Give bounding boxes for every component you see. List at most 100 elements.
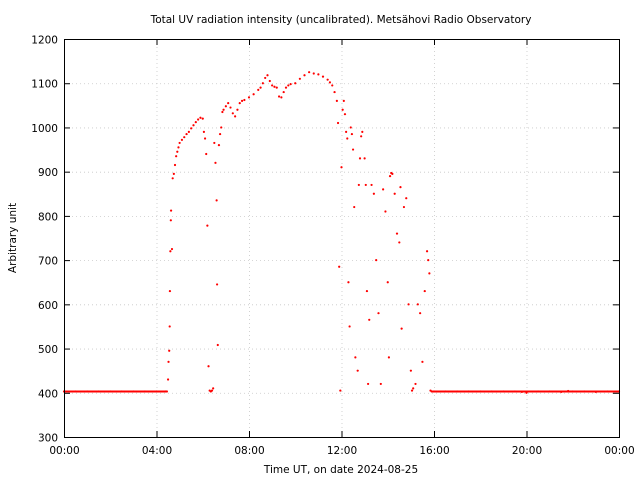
data-point <box>391 172 394 175</box>
data-point <box>166 378 170 381</box>
x-tick-label: 12:00 <box>327 445 357 457</box>
data-point <box>343 113 347 116</box>
data-point <box>221 110 224 114</box>
data-point <box>222 108 225 111</box>
data-point <box>277 95 281 98</box>
data-point <box>185 132 188 136</box>
data-point <box>199 116 202 119</box>
y-tick-label: 500 <box>38 344 58 356</box>
data-point <box>187 130 190 133</box>
data-point <box>342 99 345 103</box>
data-point <box>294 82 297 85</box>
data-point <box>339 389 342 392</box>
data-point <box>341 108 344 111</box>
data-point <box>169 209 173 212</box>
data-point <box>212 387 215 390</box>
data-point <box>247 96 251 99</box>
data-point <box>259 86 262 89</box>
data-point <box>428 272 431 275</box>
data-point <box>340 166 343 169</box>
data-point <box>333 90 336 94</box>
data-point <box>210 389 214 392</box>
data-point <box>264 76 267 80</box>
x-tick-label: 04:00 <box>142 445 172 457</box>
data-point <box>217 144 221 147</box>
data-point <box>215 283 219 286</box>
data-point <box>312 72 315 75</box>
data-point <box>321 75 325 78</box>
data-point <box>308 71 311 74</box>
data-point <box>412 387 415 390</box>
data-point <box>427 259 430 262</box>
data-point <box>395 232 399 235</box>
data-point <box>257 88 260 91</box>
data-point <box>207 365 210 368</box>
data-point <box>387 356 391 359</box>
data-point <box>168 289 172 293</box>
x-axis-label: Time UT, on date 2024-08-25 <box>263 464 418 476</box>
data-point <box>197 118 200 121</box>
data-point <box>280 96 283 99</box>
grid-lines <box>64 39 619 437</box>
data-point <box>271 84 274 87</box>
data-point <box>382 188 385 191</box>
data-point <box>317 73 320 76</box>
y-tick-label: 900 <box>38 167 58 179</box>
data-point <box>266 74 269 77</box>
data-point <box>416 303 419 306</box>
data-point <box>357 183 360 187</box>
data-point <box>171 177 174 180</box>
data-point <box>167 360 170 363</box>
y-axis-tick-labels: 300 400 500 600 700 800 900 1000 1100 1200 <box>31 35 58 445</box>
data-point <box>379 382 382 386</box>
data-point <box>215 199 218 202</box>
data-point <box>282 90 285 94</box>
data-point <box>205 152 208 156</box>
data-point <box>243 98 246 102</box>
data-point <box>405 197 408 200</box>
data-point <box>386 281 389 284</box>
data-point <box>170 247 174 251</box>
data-point <box>409 369 412 372</box>
data-point <box>328 81 332 84</box>
data-point <box>414 382 417 386</box>
data-point <box>284 86 288 89</box>
data-point <box>206 224 209 227</box>
data-point <box>213 141 216 145</box>
data-point <box>366 382 370 386</box>
data-point <box>287 84 290 87</box>
data-point <box>388 174 392 178</box>
data-point <box>192 124 195 127</box>
data-point <box>384 210 387 213</box>
x-tick-label: 08:00 <box>234 445 264 457</box>
data-point <box>363 157 366 160</box>
data-point <box>347 281 350 284</box>
y-tick-label: 400 <box>38 388 58 400</box>
data-point <box>349 126 352 129</box>
data-points <box>62 71 621 394</box>
data-point <box>216 343 219 347</box>
x-tick-label: 16:00 <box>419 445 449 457</box>
y-tick-label: 1100 <box>31 79 58 91</box>
data-point <box>168 325 171 328</box>
data-point <box>275 86 278 89</box>
data-point <box>346 137 349 140</box>
data-point <box>180 138 184 141</box>
data-point <box>419 312 422 315</box>
data-point <box>368 318 371 321</box>
data-point <box>238 102 241 105</box>
data-point <box>410 389 414 392</box>
data-point <box>336 121 340 125</box>
data-point <box>400 327 403 330</box>
data-point <box>303 74 306 77</box>
data-point <box>178 141 181 145</box>
data-point <box>183 136 186 139</box>
x-axis-tick-labels: 00:00 04:00 08:00 12:00 16:00 20:00 00:00 <box>49 445 634 457</box>
data-point <box>214 161 217 164</box>
data-point <box>177 146 180 149</box>
data-point <box>370 183 373 187</box>
data-point <box>168 349 171 352</box>
data-point <box>399 186 402 189</box>
data-point <box>190 127 193 130</box>
data-point <box>335 99 338 103</box>
